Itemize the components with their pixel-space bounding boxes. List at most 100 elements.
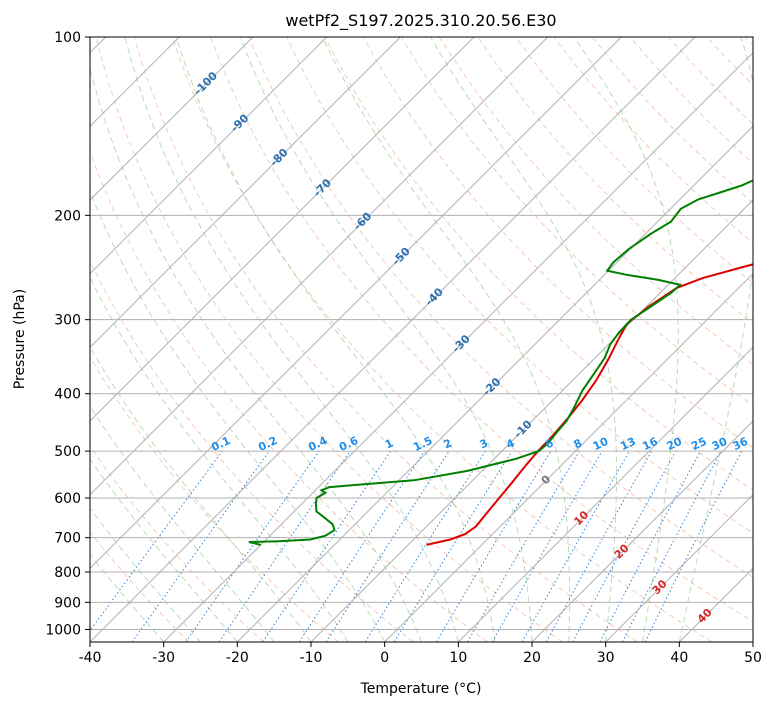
y-tick-label: 900 — [54, 595, 81, 611]
moist-adiabat-line — [239, 37, 533, 642]
moist-adiabat-line — [90, 405, 275, 642]
isotherm-line — [90, 37, 696, 642]
isotherm-line — [90, 37, 254, 201]
isotherm-line — [457, 346, 753, 642]
isotherm-line — [236, 125, 753, 642]
mixing-ratio-line — [521, 450, 630, 642]
moist-adiabat-line — [90, 507, 201, 642]
temperature-profile-line — [426, 263, 753, 546]
moist-adiabat-line — [90, 189, 386, 642]
mixing-ratio-line — [467, 450, 580, 642]
dry-adiabat-line — [133, 37, 638, 642]
isotherm-line — [678, 567, 753, 642]
chart-title: wetPf2_S197.2025.310.20.56.E30 — [285, 11, 556, 31]
mixing-ratio-label: 16 — [640, 435, 660, 453]
profile-lines — [248, 179, 753, 546]
moist-adiabat-line — [90, 276, 349, 642]
mixing-ratio-label: 30 — [710, 435, 730, 453]
mixing-ratio-lines — [90, 450, 743, 642]
x-axis-ticks: -40 -30 -20 -10 0 10 20 30 40 50 — [79, 642, 762, 666]
y-tick-label: 600 — [54, 491, 81, 507]
x-tick-label: 20 — [523, 650, 541, 666]
dry-adiabat-line — [171, 37, 712, 642]
isotherm-line — [90, 37, 475, 422]
isotherm-label: -50 — [390, 245, 413, 268]
isotherm-line — [310, 199, 753, 642]
dry-adiabats — [90, 37, 753, 642]
moist-adiabat-line — [322, 37, 571, 642]
moist-adiabat-line — [430, 37, 617, 642]
isotherm-label: 40 — [695, 606, 715, 626]
y-tick-label: 400 — [54, 387, 81, 403]
dry-adiabat-line — [95, 37, 563, 642]
isotherm-line — [384, 272, 753, 642]
x-tick-label: -20 — [226, 650, 249, 666]
x-tick-label: 40 — [670, 650, 688, 666]
dry-adiabat-line — [400, 37, 753, 407]
x-axis-title: Temperature (°C) — [360, 681, 482, 697]
x-tick-label: 10 — [449, 650, 467, 666]
x-tick-label: 50 — [744, 650, 762, 666]
mixing-ratio-line — [325, 450, 450, 642]
moist-adiabat-line — [124, 37, 459, 642]
mixing-ratio-line — [644, 450, 743, 642]
isotherm-line — [605, 493, 753, 642]
dry-adiabat-line — [210, 37, 753, 623]
y-tick-label: 800 — [54, 565, 81, 581]
mixing-ratio-line — [218, 450, 351, 642]
isotherm-line — [90, 37, 622, 570]
dry-adiabat-line — [90, 259, 414, 642]
isotherm-line — [90, 37, 401, 349]
mixing-ratio-label: 25 — [689, 435, 708, 453]
y-tick-label: 500 — [54, 444, 81, 460]
y-axis-ticks: 100 200 300 400 500 600 700 800 900 1000 — [45, 30, 90, 638]
mixing-ratio-line — [262, 450, 392, 642]
mixing-ratio-line — [185, 450, 320, 642]
x-tick-label: 0 — [380, 650, 389, 666]
isotherm-lines — [90, 37, 753, 642]
mixing-ratio-label: 2 — [442, 436, 454, 451]
y-tick-label: 1000 — [45, 622, 81, 638]
dry-adiabat-line — [706, 37, 753, 86]
mixing-ratio-label: 36 — [731, 435, 751, 453]
mixing-ratio-label: 1 — [383, 436, 395, 451]
mixing-ratio-line — [131, 450, 270, 642]
y-tick-label: 100 — [54, 30, 81, 46]
mixing-ratio-line — [572, 450, 677, 642]
moist-adiabat-line — [90, 345, 312, 642]
dry-adiabat-line — [90, 445, 264, 642]
mixing-ratio-label: 20 — [665, 435, 685, 453]
y-tick-label: 300 — [54, 313, 81, 329]
dry-adiabat-line — [553, 37, 753, 244]
moist-adiabat-line — [574, 37, 679, 642]
moist-adiabat-line — [90, 458, 238, 642]
mixing-ratio-line — [298, 450, 425, 642]
mixing-ratio-line — [435, 450, 552, 642]
isotherm-line — [752, 641, 753, 642]
dry-adiabat-line — [90, 150, 488, 642]
isotherm-line — [531, 420, 753, 642]
x-tick-label: -30 — [152, 650, 175, 666]
isotherm-label: 10 — [571, 508, 591, 528]
plot-frame — [89, 36, 754, 643]
mixing-ratio-label: 13 — [618, 435, 637, 453]
x-tick-label: 30 — [597, 650, 615, 666]
mixing-ratio-line — [364, 450, 486, 642]
isotherm-line — [90, 37, 549, 496]
isotherm-line — [90, 37, 328, 275]
dry-adiabat-line — [515, 37, 753, 284]
mixing-ratio-label: 6 — [543, 436, 556, 451]
moist-adiabat-line — [90, 65, 422, 642]
mixing-ratio-label: 10 — [591, 435, 611, 453]
moist-adiabat-line — [90, 553, 165, 642]
mixing-ratio-line — [393, 450, 513, 642]
mixing-ratio-line — [545, 450, 653, 642]
dry-adiabat-line — [668, 37, 753, 125]
x-tick-label: -40 — [79, 650, 102, 666]
moist-adiabat-line — [678, 37, 753, 642]
x-tick-label: -10 — [300, 650, 323, 666]
dry-adiabat-line — [90, 531, 190, 642]
y-tick-label: 200 — [54, 208, 81, 224]
mixing-ratio-line — [599, 450, 701, 642]
